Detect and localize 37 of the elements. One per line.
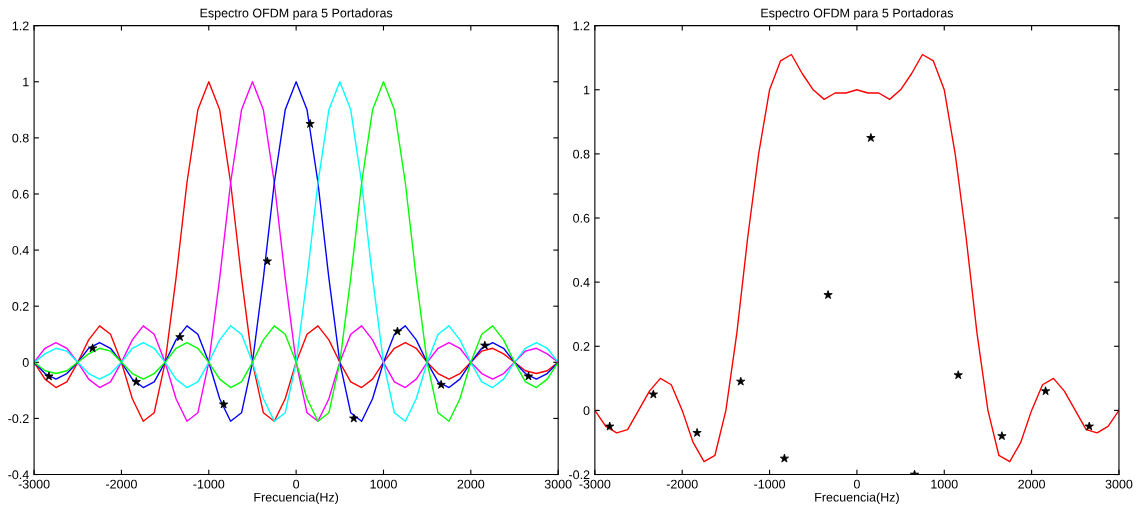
y-tick-label: 0.6	[12, 189, 29, 199]
y-tick-label: -0.2	[569, 470, 590, 480]
chart-title: Espectro OFDM para 5 Portadoras	[200, 8, 393, 20]
x-tick-label: 2000	[457, 479, 485, 489]
x-axis-title: Frecuencia(Hz)	[815, 492, 899, 505]
y-tick-label: 1	[23, 77, 29, 87]
x-tick-label: 3000	[544, 479, 572, 489]
x-tick-label: -1000	[754, 479, 786, 489]
chart-title: Espectro OFDM para 5 Portadoras	[761, 8, 954, 20]
y-tick-label: 0.4	[12, 245, 29, 255]
y-tick-label: 0.4	[573, 277, 590, 287]
x-tick-label: 0	[293, 479, 300, 489]
y-tick-label: 0.8	[573, 149, 590, 159]
y-tick-label: 0	[22, 358, 29, 367]
x-tick-label: 1000	[370, 479, 397, 489]
y-tick-label: 0.2	[573, 342, 590, 351]
y-tick-label: 0.6	[573, 213, 590, 223]
y-tick-label: 0.2	[12, 302, 29, 311]
y-tick-label: 1.2	[12, 21, 29, 31]
line-series	[34, 81, 559, 422]
x-tick-label: -1000	[193, 479, 225, 489]
x-tick-label: -3000	[579, 479, 611, 489]
y-tick-label: -0.4	[8, 470, 29, 480]
x-tick-label: 2000	[1018, 479, 1046, 489]
x-tick-label: 3000	[1105, 479, 1133, 489]
y-tick-label: -0.2	[8, 414, 29, 424]
y-tick-label: 0	[583, 406, 590, 416]
y-tick-label: 0.8	[12, 133, 29, 143]
x-tick-label: -3000	[18, 479, 50, 489]
x-tick-label: 1000	[931, 479, 958, 489]
x-axis-title: Frecuencia(Hz)	[254, 492, 339, 505]
line-series	[594, 53, 1119, 463]
x-tick-label: -2000	[666, 479, 698, 489]
x-tick-label: 0	[853, 479, 860, 489]
x-tick-label: -2000	[106, 479, 137, 489]
y-tick-label: 1.2	[573, 21, 590, 31]
y-tick-label: 1	[584, 85, 590, 95]
